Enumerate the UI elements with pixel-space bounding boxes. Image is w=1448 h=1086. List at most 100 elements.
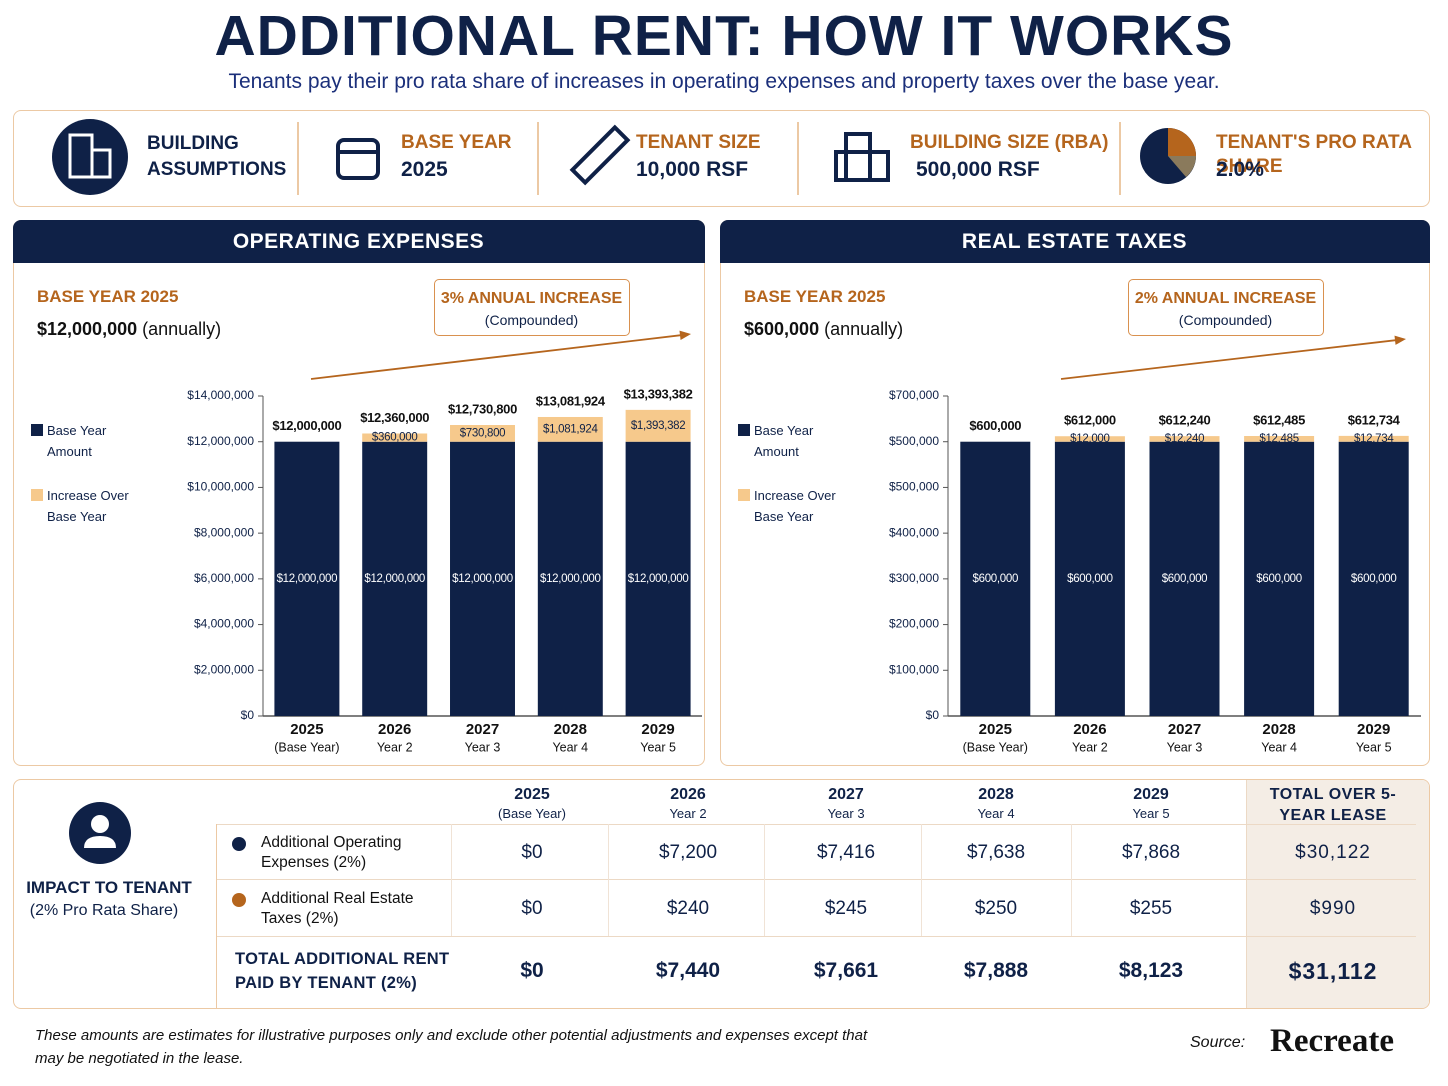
bar-segment bbox=[1244, 436, 1315, 442]
annotation-note: (Compounded) bbox=[484, 312, 579, 328]
pie-icon bbox=[1168, 156, 1196, 177]
impact-title: IMPACT TO TENANT bbox=[26, 878, 192, 897]
x-tick-note: Year 3 bbox=[1167, 740, 1203, 754]
annotation-box: 2% ANNUAL INCREASE (Compounded) bbox=[1128, 279, 1324, 336]
bar-segment bbox=[625, 441, 691, 716]
y-tick-label: $14,000,000 bbox=[187, 388, 254, 402]
total-label: $12,730,800 bbox=[448, 401, 517, 416]
legend-label: Base Year Amount bbox=[754, 423, 814, 459]
x-tick-note: Year 5 bbox=[1356, 740, 1392, 754]
y-tick-label: $100,000 bbox=[889, 662, 939, 676]
cell: $245 bbox=[824, 898, 868, 919]
title: ADDITIONAL RENT: HOW IT WORKS bbox=[214, 4, 1234, 68]
annotation: 2% ANNUAL INCREASE bbox=[1134, 290, 1317, 307]
bar-segment bbox=[1338, 441, 1409, 716]
x-tick-label: 2028 bbox=[1262, 721, 1295, 738]
trend-arrow bbox=[310, 334, 684, 380]
value-label: $12,000,000 bbox=[364, 573, 425, 585]
value-label: $12,000,000 bbox=[277, 573, 338, 585]
y-tick-label: $0 bbox=[241, 708, 255, 722]
row-rule bbox=[216, 936, 1416, 937]
column-rule bbox=[921, 824, 922, 936]
y-tick-label: $700,000 bbox=[889, 388, 939, 402]
tenant-icon-body bbox=[84, 836, 116, 848]
legend-item: Increase Over Base Year bbox=[738, 485, 868, 527]
cell: $7,416 bbox=[816, 842, 876, 863]
x-tick-note: Year 2 bbox=[1072, 740, 1108, 754]
building-icon-bg bbox=[52, 119, 128, 195]
value-label: $600,000 bbox=[973, 573, 1019, 585]
row-rule bbox=[216, 879, 1416, 880]
row-label: TOTAL ADDITIONAL RENT PAID BY TENANT (2%… bbox=[235, 950, 450, 992]
x-tick-label: 2027 bbox=[466, 721, 499, 738]
pie-icon bbox=[1168, 128, 1196, 156]
column-note: (Base Year) bbox=[498, 806, 566, 821]
column-year: 2028 bbox=[978, 786, 1014, 803]
assumption-icons bbox=[52, 119, 1196, 195]
cell: $7,661 bbox=[813, 959, 879, 982]
tenant-icon-head bbox=[91, 815, 109, 833]
impact-table: IMPACT TO TENANT (2% Pro Rata Share) 2025 (… bbox=[13, 779, 1430, 1009]
y-tick-label: $400,000 bbox=[889, 525, 939, 539]
y-tick-label: $6,000,000 bbox=[194, 571, 254, 585]
column-year: 2027 bbox=[828, 786, 864, 803]
y-tick-label: $4,000,000 bbox=[194, 617, 254, 631]
total-label: $600,000 bbox=[969, 418, 1021, 433]
base-amount: $12,000,000 (annually) bbox=[37, 316, 221, 342]
annotation-note: (Compounded) bbox=[1178, 312, 1273, 328]
value-label: $600,000 bbox=[1067, 573, 1113, 585]
subtitle: Tenants pay their pro rata share of incr… bbox=[228, 70, 1220, 93]
value-label: $12,000,000 bbox=[452, 573, 513, 585]
chart: $0 $100,000 $200,000 $300,000 $400,000 $500,0… bbox=[889, 335, 1421, 754]
cell: $0 bbox=[521, 842, 543, 863]
trend-arrow bbox=[1060, 339, 1399, 380]
x-tick-label: 2025 bbox=[290, 721, 323, 738]
bar-segment bbox=[537, 441, 603, 716]
header-rule bbox=[216, 824, 1416, 825]
row-label: Additional Real Estate Taxes (2%) bbox=[261, 890, 414, 927]
column-note: Year 5 bbox=[1132, 806, 1170, 821]
x-tick-label: 2026 bbox=[378, 721, 411, 738]
bar-segment bbox=[362, 441, 428, 716]
legend-label: Increase Over Base Year bbox=[47, 488, 129, 524]
label-rule bbox=[216, 824, 217, 1008]
legend-item: Increase Over Base Year bbox=[31, 485, 161, 527]
assumption-label: BUILDING SIZE (RBA) bbox=[910, 132, 1109, 153]
column-year: 2025 bbox=[514, 786, 550, 803]
column-note: Year 3 bbox=[827, 806, 865, 821]
base-label: BASE YEAR 2025 bbox=[744, 287, 886, 306]
total-cell: $30,122 bbox=[1295, 842, 1371, 863]
value-label: $730,800 bbox=[460, 427, 506, 439]
x-tick-label: 2027 bbox=[1168, 721, 1201, 738]
row-bullet bbox=[232, 893, 246, 907]
cell: $250 bbox=[974, 898, 1018, 919]
bar-segment bbox=[274, 441, 340, 716]
cell: $8,123 bbox=[1118, 959, 1184, 982]
cell: $7,888 bbox=[963, 959, 1029, 982]
column-note: Year 4 bbox=[977, 806, 1015, 821]
source-label: Source: bbox=[1190, 1034, 1246, 1051]
base-amount: $600,000 (annually) bbox=[744, 316, 903, 342]
assumption-title: BUILDING ASSUMPTIONS bbox=[147, 133, 287, 180]
cell: $7,440 bbox=[655, 959, 721, 982]
bar-segment bbox=[625, 409, 691, 442]
x-tick-label: 2028 bbox=[554, 721, 587, 738]
bar-segment bbox=[450, 441, 515, 716]
y-tick-label: $2,000,000 bbox=[194, 662, 254, 676]
assumption-label: TENANT'S PRO RATA SHARE bbox=[1216, 132, 1412, 177]
total-label: $612,485 bbox=[1253, 412, 1305, 427]
total-header: TOTAL OVER 5-YEAR LEASE bbox=[1269, 786, 1397, 824]
assumption-value: 2.0% bbox=[1216, 158, 1264, 181]
cell: $7,638 bbox=[966, 842, 1026, 863]
calendar-icon bbox=[336, 138, 380, 180]
chart-title: OPERATING EXPENSES bbox=[12, 219, 705, 263]
total-label: $13,081,924 bbox=[536, 393, 606, 408]
value-label: $600,000 bbox=[1351, 573, 1397, 585]
bar-segment bbox=[450, 425, 515, 442]
cell: $7,200 bbox=[658, 842, 718, 863]
assumption-value: 2025 bbox=[401, 158, 448, 181]
value-label: $12,000,000 bbox=[628, 573, 689, 585]
base-amount-note: (annually) bbox=[824, 319, 904, 339]
